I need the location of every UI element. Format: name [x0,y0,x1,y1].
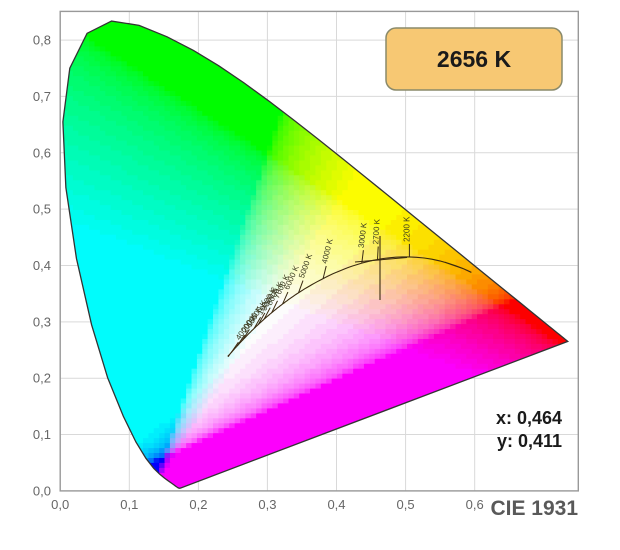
svg-text:0,5: 0,5 [397,497,415,512]
svg-text:0,4: 0,4 [327,497,345,512]
svg-text:0,7: 0,7 [33,89,51,104]
svg-text:0,2: 0,2 [189,497,207,512]
svg-text:0,6: 0,6 [466,497,484,512]
svg-text:0,8: 0,8 [33,33,51,48]
svg-text:CIE 1931: CIE 1931 [490,497,578,520]
svg-text:0,0: 0,0 [51,497,69,512]
svg-text:x: 0,464: x: 0,464 [496,408,562,428]
svg-text:0,6: 0,6 [33,145,51,160]
svg-text:2656 K: 2656 K [437,46,512,72]
svg-text:0,5: 0,5 [33,202,51,217]
svg-text:0,3: 0,3 [258,497,276,512]
svg-text:0,2: 0,2 [33,371,51,386]
svg-text:0,0: 0,0 [33,483,51,498]
svg-text:0,1: 0,1 [33,427,51,442]
svg-text:2200 K: 2200 K [402,216,411,242]
svg-text:0,4: 0,4 [33,258,51,273]
svg-text:y: 0,411: y: 0,411 [497,431,562,451]
svg-text:0,3: 0,3 [33,314,51,329]
svg-text:0,1: 0,1 [120,497,138,512]
